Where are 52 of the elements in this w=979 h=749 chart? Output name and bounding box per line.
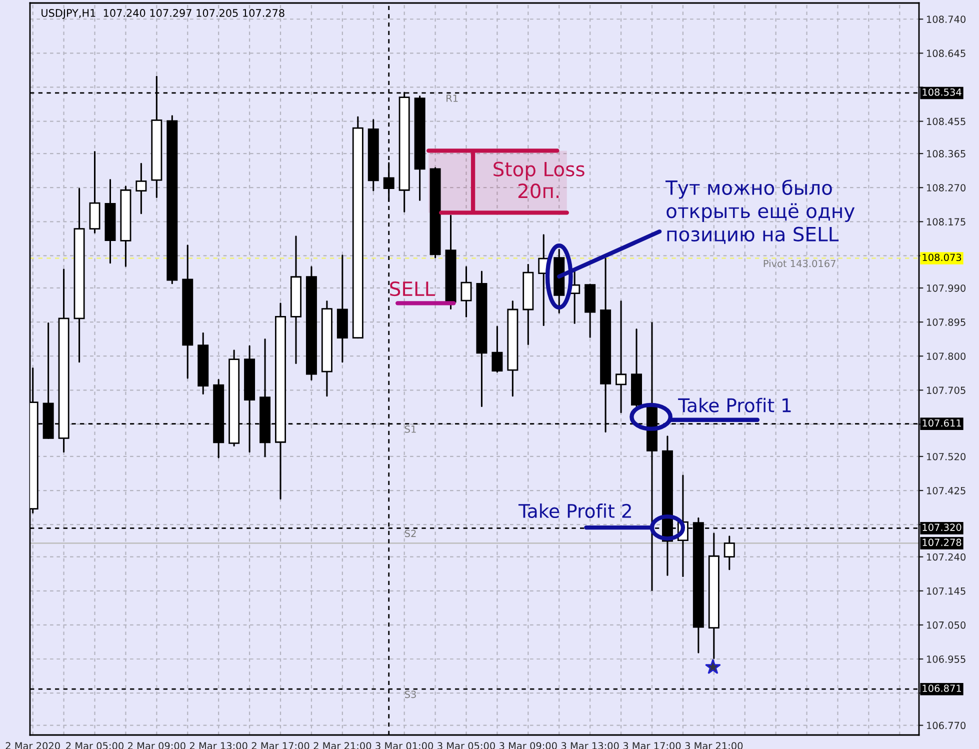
x-tick-label: 2 Mar 09:00 (128, 742, 186, 749)
y-tick-label: 108.270 (927, 184, 966, 192)
annotation: Pivot 143.0167 (764, 260, 836, 268)
annotation: R1 (446, 94, 458, 102)
x-tick-label: 2 Mar 21:00 (314, 742, 372, 749)
annotation: Take Profit 2 (518, 504, 631, 518)
y-tick-label: 107.240 (927, 553, 966, 561)
x-tick-label: 2 Mar 13:00 (190, 742, 248, 749)
candlestick (616, 300, 627, 414)
x-tick-label: 3 Mar 21:00 (685, 742, 743, 749)
y-tick-label: 107.050 (927, 621, 966, 629)
annotation: SELL (390, 281, 436, 296)
y-tick-label: 106.955 (927, 655, 966, 663)
y-tick-label: 107.990 (927, 284, 966, 292)
ref-line-label: 108.073 (922, 254, 962, 262)
candlestick (724, 536, 735, 570)
ref-line-label: 107.320 (922, 524, 962, 531)
y-tick-label: 107.705 (927, 386, 966, 394)
candlestick (136, 162, 147, 214)
annotation: S3 (404, 690, 416, 698)
x-tick-label: 3 Mar 05:00 (438, 742, 495, 749)
annotation: S2 (404, 530, 416, 538)
y-tick-label: 108.365 (927, 150, 966, 158)
x-tick-label: 3 Mar 17:00 (623, 742, 681, 749)
ref-line-label: 108.534 (922, 88, 962, 96)
x-tick-label: 2 Mar 05:00 (66, 742, 124, 749)
y-tick-label: 108.740 (927, 16, 966, 23)
ref-line-label: 107.611 (922, 419, 961, 427)
x-tick-label: 3 Mar 13:00 (561, 742, 619, 749)
candlestick (460, 266, 472, 318)
candlestick (383, 162, 394, 202)
y-tick-label: 107.425 (927, 487, 966, 494)
y-tick-label: 107.145 (927, 587, 966, 595)
x-tick-label: 2 Mar 2020 (6, 742, 60, 749)
ref-line-label: 106.871 (922, 684, 961, 692)
y-tick-label: 108.175 (927, 218, 966, 226)
x-tick-label: 3 Mar 09:00 (500, 742, 557, 749)
text: USDJPY,H1 107.240 107.297 107.205 107.278 (42, 9, 284, 19)
y-tick-label: 106.770 (927, 722, 966, 730)
candlestick (492, 326, 503, 373)
ref-line-label: 107.278 (922, 538, 962, 546)
y-tick-label: 108.645 (927, 50, 966, 58)
annotation: S1 (404, 425, 416, 433)
x-tick-label: 3 Mar 01:00 (376, 742, 434, 749)
y-tick-label: 107.520 (927, 452, 966, 460)
x-tick-label: 2 Mar 17:00 (252, 742, 310, 749)
annotation: Тут можно было открыть ещё одну позицию на SELL (665, 180, 855, 244)
y-tick-label: 107.800 (927, 352, 966, 360)
annotation: Take Profit 1 (678, 398, 791, 412)
y-tick-label: 108.455 (927, 118, 966, 126)
band-label: Stop Loss 20п. (494, 162, 584, 198)
y-tick-label: 107.895 (927, 318, 966, 326)
